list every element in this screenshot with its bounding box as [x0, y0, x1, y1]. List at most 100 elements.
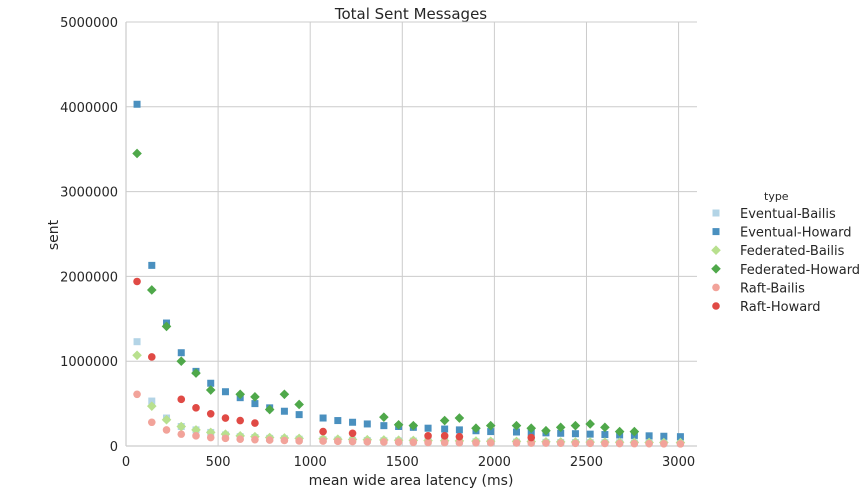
point-eventual-bailis [148, 397, 156, 405]
point-raft-bailis [556, 439, 565, 448]
point-eventual-howard [424, 424, 432, 432]
point-raft-howard [206, 409, 215, 418]
point-raft-bailis [512, 439, 521, 447]
point-federated-howard [393, 420, 404, 430]
point-raft-bailis [586, 439, 594, 448]
point-raft-bailis [440, 438, 449, 447]
point-raft-howard [236, 416, 244, 425]
point-federated-howard [235, 389, 245, 400]
point-federated-howard [250, 392, 260, 402]
legend-label-federated-bailis: Federated-Bailis [740, 244, 845, 259]
point-raft-bailis [363, 437, 372, 446]
point-federated-howard [279, 389, 290, 400]
point-raft-bailis [601, 439, 609, 448]
x-axis-label: mean wide area latency (ms) [309, 473, 514, 489]
point-raft-howard [455, 432, 464, 441]
data-points [132, 100, 686, 448]
point-raft-bailis [424, 438, 432, 447]
point-raft-bailis [542, 439, 550, 447]
point-eventual-howard [207, 379, 215, 387]
point-raft-bailis [147, 418, 156, 427]
point-federated-howard [205, 385, 216, 395]
point-eventual-howard [295, 411, 303, 419]
point-raft-bailis [676, 440, 685, 448]
point-federated-bailis [191, 425, 201, 435]
point-eventual-howard [645, 432, 653, 440]
point-raft-bailis [319, 437, 327, 445]
y-tick-label: 2000000 [60, 270, 118, 285]
point-raft-howard [424, 432, 432, 440]
point-federated-howard [600, 422, 610, 433]
point-federated-howard [485, 420, 496, 431]
point-raft-howard [192, 404, 200, 412]
point-raft-howard [251, 419, 259, 427]
point-raft-howard [133, 277, 141, 286]
point-raft-bailis [348, 437, 357, 446]
point-raft-bailis [236, 435, 244, 444]
point-raft-howard [348, 429, 357, 438]
legend-marker-federated-bailis [711, 245, 721, 255]
point-raft-bailis [630, 439, 639, 448]
point-eventual-howard [441, 425, 449, 433]
point-eventual-howard [280, 407, 288, 415]
point-eventual-howard [177, 349, 185, 357]
legend-marker-eventual-howard [712, 228, 720, 236]
point-eventual-howard [319, 414, 327, 422]
legend-label-raft-howard: Raft-Howard [740, 300, 821, 315]
point-eventual-howard [487, 428, 495, 436]
x-tick-label: 3000 [662, 455, 695, 470]
point-federated-howard [541, 425, 551, 436]
point-raft-bailis [162, 426, 171, 434]
point-federated-bailis [161, 414, 172, 425]
legend-marker-eventual-bailis [712, 209, 720, 217]
point-raft-bailis [334, 437, 342, 446]
point-eventual-howard [676, 433, 684, 441]
point-raft-bailis [265, 436, 274, 444]
x-tick-label: 1000 [294, 455, 327, 470]
x-tick-label: 2500 [570, 455, 603, 470]
point-federated-howard [439, 415, 450, 426]
point-eventual-howard [586, 430, 594, 438]
point-eventual-howard [349, 418, 357, 426]
point-raft-howard [527, 433, 536, 442]
grid [125, 21, 697, 447]
point-raft-bailis [486, 439, 495, 447]
point-federated-howard [555, 422, 566, 433]
point-federated-bailis [146, 401, 157, 411]
x-tick-label: 2000 [478, 455, 511, 470]
point-eventual-howard [660, 432, 668, 440]
point-eventual-howard [133, 100, 141, 108]
point-raft-howard [147, 353, 156, 361]
point-federated-howard [191, 368, 201, 378]
legend-label-federated-howard: Federated-Howard [740, 263, 860, 278]
point-federated-bailis [220, 429, 231, 439]
point-eventual-howard [148, 261, 156, 269]
point-raft-bailis [394, 438, 403, 446]
point-raft-bailis [571, 439, 580, 448]
point-federated-howard [161, 321, 172, 332]
point-raft-bailis [615, 439, 624, 448]
point-raft-bailis [192, 432, 200, 440]
point-eventual-bailis [133, 338, 141, 346]
point-raft-bailis [380, 438, 388, 446]
y-axis-label: sent [46, 219, 62, 250]
point-federated-howard [132, 148, 142, 159]
point-federated-howard [379, 412, 389, 422]
point-raft-howard [177, 395, 186, 404]
point-eventual-howard [455, 426, 463, 434]
y-tick-label: 5000000 [60, 16, 118, 31]
point-eventual-howard [363, 420, 371, 428]
axes: 0 1000000 2000000 3000000 4000000 5000000 0 500… [60, 16, 697, 470]
point-federated-bailis [132, 350, 142, 361]
point-eventual-howard [571, 430, 579, 438]
point-eventual-howard [380, 422, 388, 430]
point-federated-howard [614, 426, 625, 437]
y-tick-label: 0 [110, 440, 118, 455]
point-raft-bailis [455, 438, 464, 447]
point-raft-bailis [133, 390, 141, 399]
point-raft-howard [221, 414, 230, 422]
x-tick-label: 1500 [386, 455, 419, 470]
point-raft-bailis [472, 438, 480, 447]
legend-label-raft-bailis: Raft-Bailis [740, 281, 805, 296]
